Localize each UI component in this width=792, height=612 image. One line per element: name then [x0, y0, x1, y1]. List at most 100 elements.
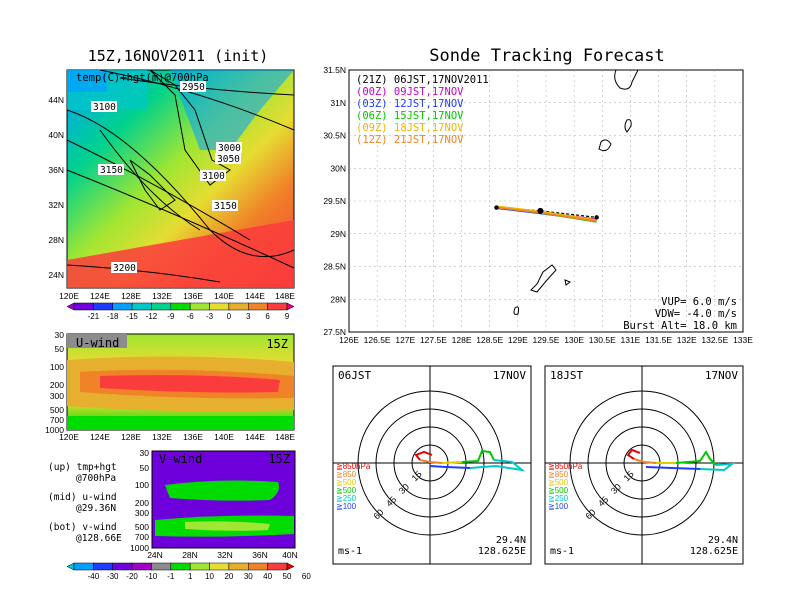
contour-label: 3100: [93, 102, 116, 113]
colorbar-swatch: [286, 302, 295, 311]
lat-tick: 31N: [330, 98, 346, 108]
colorbar-swatch: [286, 562, 295, 571]
hodo-ring-label: 60: [583, 507, 597, 521]
uwind-pressure-ticks: 30 50 100 200 300 500 700 1000: [45, 330, 64, 435]
hodo-level-legend: ≧850hPa≧850≧500≧500≧250≧100: [336, 462, 371, 511]
lat-tick: 28N: [48, 235, 64, 245]
hodo-lon: 128.625E: [478, 546, 526, 557]
lon-tick: 120E: [59, 291, 79, 301]
track-legend: (21Z) 06JST,17NOV2011 (00Z) 09JST,17NOV …: [356, 74, 489, 146]
panel-notes: (up) tmp+hgt @700hPa (mid) u-wind @29.36…: [48, 462, 122, 544]
lon-tick: 136E: [183, 291, 203, 301]
lon-tick: 129.5E: [533, 335, 560, 345]
colorbar-tick: 6: [265, 312, 270, 321]
track-series: [494, 205, 599, 223]
map-label: temp(C)+hgt(m)@700hPa: [76, 72, 209, 84]
hodo-ring-label: 60: [371, 507, 385, 521]
track-lat-ticks: 31.5N 31N 30.5N 30N 29.5N 29N 28.5N 28N 27.5N: [323, 65, 346, 337]
lat-tick: 29.5N: [323, 196, 346, 206]
colorbar-tick: 0: [227, 312, 232, 321]
hodo-date: 17NOV: [705, 369, 738, 382]
hodo-unit: ms-1: [550, 546, 574, 557]
hodo-legend-item: ≧500: [336, 486, 357, 495]
hodo-trace-blue: [645, 466, 701, 470]
pressure-tick: 50: [140, 463, 150, 473]
hodo-trace-green: [675, 450, 717, 466]
pressure-tick: 200: [50, 380, 64, 390]
colorbar-swatch: [189, 562, 210, 571]
hodo-trace-red: [414, 450, 433, 461]
track-lon-ticks: 126E 126.5E 127E 127.5E 128E 128.5E 129E 129.5E…: [339, 335, 753, 345]
vwind-lat-ticks: 24N 28N 32N 36N 40N: [147, 550, 298, 560]
lon-tick: 124E: [90, 291, 110, 301]
colorbar-swatch: [131, 562, 152, 571]
colorbar-tick: 20: [224, 572, 233, 581]
lon-tick: 148E: [275, 432, 295, 442]
lon-tick: 127.5E: [420, 335, 447, 345]
colorbar-tick: -40: [88, 572, 100, 581]
colorbar-tick: -6: [187, 312, 195, 321]
colorbar-swatch: [93, 302, 113, 311]
colorbar-tick: -10: [146, 572, 158, 581]
colorbar-tick: 3: [246, 312, 251, 321]
lat-tick: 24N: [147, 550, 163, 560]
hodo-trace-blue: [429, 465, 471, 469]
pressure-tick: 1000: [45, 425, 64, 435]
lat-tick: 36N: [252, 550, 268, 560]
lat-tick: 27.5N: [323, 327, 346, 337]
lon-tick: 136E: [183, 432, 203, 442]
param-burst: Burst Alt= 18.0 km: [623, 320, 737, 332]
colorbar-swatch: [93, 562, 113, 571]
colorbar-tick: -1: [167, 572, 175, 581]
colorbar-tick: 50: [283, 572, 292, 581]
lat-tick: 44N: [48, 95, 64, 105]
colorbar-swatch: [73, 562, 94, 571]
lon-tick: 126.5E: [364, 335, 391, 345]
hodo-trace-green: [461, 449, 495, 463]
colorbar-swatch: [131, 302, 152, 311]
vwind-time: 15Z: [268, 452, 290, 466]
note-line: @700hPa: [76, 473, 116, 484]
colorbar-swatch: [248, 562, 268, 571]
hodo-time: 06JST: [338, 369, 371, 382]
colorbar-tick: 60: [302, 572, 311, 581]
contour-labels: 2950 3100 3000 3050 3150 3100 3150 3200: [91, 81, 242, 274]
sonde-params: VUP= 6.0 m/s VDW= -4.0 m/s Burst Alt= 18…: [623, 296, 737, 332]
colorbar-swatch: [228, 302, 249, 311]
hodo-trace-cyan: [699, 462, 736, 472]
lat-tick: 31.5N: [323, 65, 346, 75]
colorbar-tick: -30: [107, 572, 119, 581]
hodo-legend-item: ≧100: [548, 502, 569, 511]
lat-tick: 32N: [217, 550, 233, 560]
colorbar-swatch: [209, 302, 230, 311]
note-line: @29.36N: [76, 503, 116, 514]
colorbar-swatch: [112, 562, 133, 571]
hodo-ring-label: 15: [622, 469, 636, 483]
hodo-legend-item: ≧850hPa: [336, 462, 371, 471]
colorbar-swatch: [189, 302, 210, 311]
hodo-trace-cyan: [469, 459, 526, 472]
colorbar-swatch: [66, 302, 75, 311]
pressure-tick: 100: [50, 362, 64, 372]
lon-tick: 126E: [339, 335, 359, 345]
pressure-tick: 300: [135, 508, 149, 518]
colorbar-tick: -21: [88, 312, 100, 321]
colorbar-tick: -9: [167, 312, 175, 321]
colorbar-swatch: [228, 562, 249, 571]
temp-lat-ticks: 44N 40N 36N 32N 28N 24N: [48, 95, 64, 280]
uwind-label: U-wind: [76, 336, 119, 350]
colorbar-swatch: [151, 302, 172, 311]
hodo-level-legend: ≧850hPa≧850≧500≧500≧250≧100: [548, 462, 583, 511]
uwind-time: 15Z: [266, 337, 288, 351]
legend-item: (21Z) 06JST,17NOV2011: [356, 74, 489, 86]
lat-tick: 36N: [48, 165, 64, 175]
hodo-time: 18JST: [550, 369, 583, 382]
track-line: [496, 206, 597, 218]
contour-label: 3000: [218, 143, 241, 154]
pressure-tick: 700: [50, 415, 64, 425]
lon-tick: 132E: [152, 432, 172, 442]
main-title: Sonde Tracking Forecast: [429, 46, 664, 66]
note-line: (mid) u-wind: [48, 492, 117, 503]
vwind-pressure-ticks: 30 50 100 200 300 500 700 1000: [130, 448, 149, 553]
lon-tick: 132E: [152, 291, 172, 301]
